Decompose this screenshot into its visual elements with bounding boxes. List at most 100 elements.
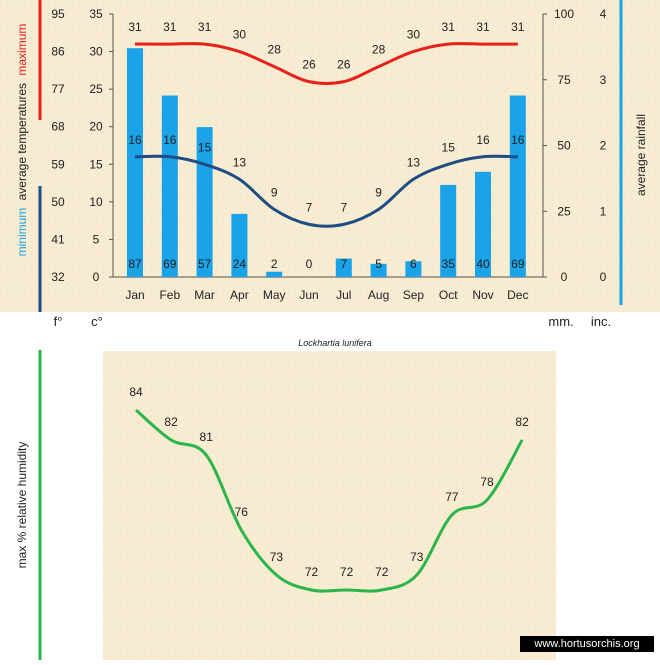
minimum-temperature-line	[134, 154, 518, 228]
maximum-temperature-label: 28	[268, 43, 282, 57]
rainfall-value-label: 5	[375, 257, 382, 271]
rainfall-bar	[405, 261, 422, 277]
rainfall-bar	[335, 258, 352, 277]
fahrenheit-unit-label: f°	[54, 314, 63, 329]
inches-tick-label: 1	[600, 204, 607, 218]
humidity-value-label: 78	[480, 475, 494, 489]
rainfall-bar	[509, 95, 526, 277]
mm-tick-label: 0	[561, 270, 568, 284]
humidity-value-label: 82	[515, 415, 529, 429]
humidity-value-label: 77	[445, 490, 459, 504]
rainfall-bar	[231, 213, 248, 277]
maximum-temperature-label: 28	[372, 43, 386, 57]
maximum-temperature-label: 31	[163, 20, 177, 34]
month-label: Nov	[472, 288, 493, 302]
celsius-tick-label: 35	[89, 7, 103, 21]
month-label: Apr	[230, 288, 249, 302]
rainfall-value-label: 35	[442, 257, 456, 271]
humidity-axis-label: max % relative humidity	[15, 442, 29, 569]
inches-tick-label: 4	[600, 7, 607, 21]
average-rainfall-label: average rainfall	[634, 114, 648, 196]
mm-tick-label: 75	[557, 73, 571, 87]
month-label: Oct	[439, 288, 458, 302]
humidity-value-label: 73	[410, 550, 424, 564]
humidity-value-label: 76	[235, 505, 249, 519]
fahrenheit-tick-label: 68	[51, 120, 65, 134]
month-label: Mar	[194, 288, 215, 302]
inches-tick-label: 2	[600, 139, 607, 153]
axis-ticks-group: 9586776859504132353025201510501007550250…	[51, 7, 606, 302]
month-label: May	[263, 288, 286, 302]
celsius-tick-label: 5	[93, 232, 100, 246]
maximum-temperature-label: 31	[511, 20, 525, 34]
rainfall-value-label: 40	[476, 257, 490, 271]
month-label: Jun	[299, 288, 318, 302]
humidity-line	[135, 408, 524, 593]
month-label: Feb	[159, 288, 180, 302]
celsius-tick-label: 10	[89, 195, 103, 209]
rainfall-value-label: 69	[511, 257, 525, 271]
maximum-temperature-label: 31	[476, 20, 490, 34]
minimum-temperature-label: 16	[511, 133, 525, 147]
rainfall-value-label: 7	[340, 257, 347, 271]
average-temperatures-text: average temperatures	[15, 83, 29, 200]
rainfall-bar	[161, 95, 178, 277]
humidity-value-label: 72	[305, 565, 319, 579]
watermark: www.hortusorchis.org	[520, 636, 654, 652]
celsius-tick-label: 30	[89, 45, 103, 59]
mm-tick-label: 25	[557, 204, 571, 218]
fahrenheit-tick-label: 95	[51, 7, 65, 21]
minimum-temperature-label: 7	[340, 200, 347, 214]
rainfall-bar	[266, 271, 283, 277]
maximum-temperature-label: 26	[337, 58, 351, 72]
rainfall-value-label: 24	[233, 257, 247, 271]
fahrenheit-tick-label: 86	[51, 45, 65, 59]
humidity-value-label: 72	[340, 565, 354, 579]
minimum-temperature-label: 7	[306, 200, 313, 214]
average-temperatures-label: minimum average temperatures maximum	[15, 24, 29, 257]
rainfall-bar	[127, 48, 143, 277]
month-label: Dec	[507, 288, 528, 302]
maximum-temperature-label: 31	[198, 20, 212, 34]
rainfall-bar	[370, 263, 387, 277]
maximum-temperature-label: 31	[128, 20, 142, 34]
month-label: Aug	[368, 288, 389, 302]
minimum-temperature-label: 13	[407, 155, 421, 169]
species-name: Lockhartia lunifera	[298, 338, 372, 348]
minimum-temperature-label: 16	[163, 133, 177, 147]
celsius-tick-label: 20	[89, 120, 103, 134]
rainfall-value-label: 6	[410, 257, 417, 271]
fahrenheit-tick-label: 59	[51, 157, 65, 171]
month-label: Sep	[403, 288, 425, 302]
celsius-tick-label: 0	[93, 270, 100, 284]
month-label: Jul	[336, 288, 351, 302]
rainfall-value-label: 69	[163, 257, 177, 271]
minimum-temperature-label: 16	[476, 133, 490, 147]
humidity-value-label: 82	[164, 415, 178, 429]
rainfall-bar	[475, 171, 491, 277]
minimum-temperature-label: 13	[233, 155, 247, 169]
temperature-lines-group: 31 31 31 30 28 26 26 28 30 31 31 31 16 16 15 13 9 7 7 9 13 15…	[128, 20, 525, 228]
rainfall-bar	[440, 184, 457, 277]
fahrenheit-tick-label: 32	[51, 270, 65, 284]
maximum-temperature-label: 26	[302, 58, 316, 72]
rainfall-value-label: 57	[198, 257, 212, 271]
rainfall-bars-group: 87 69 57 24 2 0 7 5 6 35 40 69	[127, 48, 526, 277]
mm-unit-label: mm.	[548, 314, 573, 329]
minimum-temperature-label: 15	[442, 140, 456, 154]
maximum-temperature-line	[134, 42, 518, 85]
maximum-label: maximum	[15, 24, 29, 76]
fahrenheit-tick-label: 41	[51, 232, 65, 246]
minimum-temperature-label: 16	[128, 133, 142, 147]
fahrenheit-tick-label: 77	[51, 82, 65, 96]
minimum-temperature-label: 15	[198, 140, 212, 154]
humidity-value-label: 84	[129, 385, 143, 399]
rainfall-value-label: 2	[271, 257, 278, 271]
rainfall-value-label: 0	[306, 257, 313, 271]
mm-tick-label: 50	[557, 139, 571, 153]
minimum-label: minimum	[15, 208, 29, 257]
rainfall-value-label: 87	[128, 257, 142, 271]
celsius-tick-label: 25	[89, 82, 103, 96]
